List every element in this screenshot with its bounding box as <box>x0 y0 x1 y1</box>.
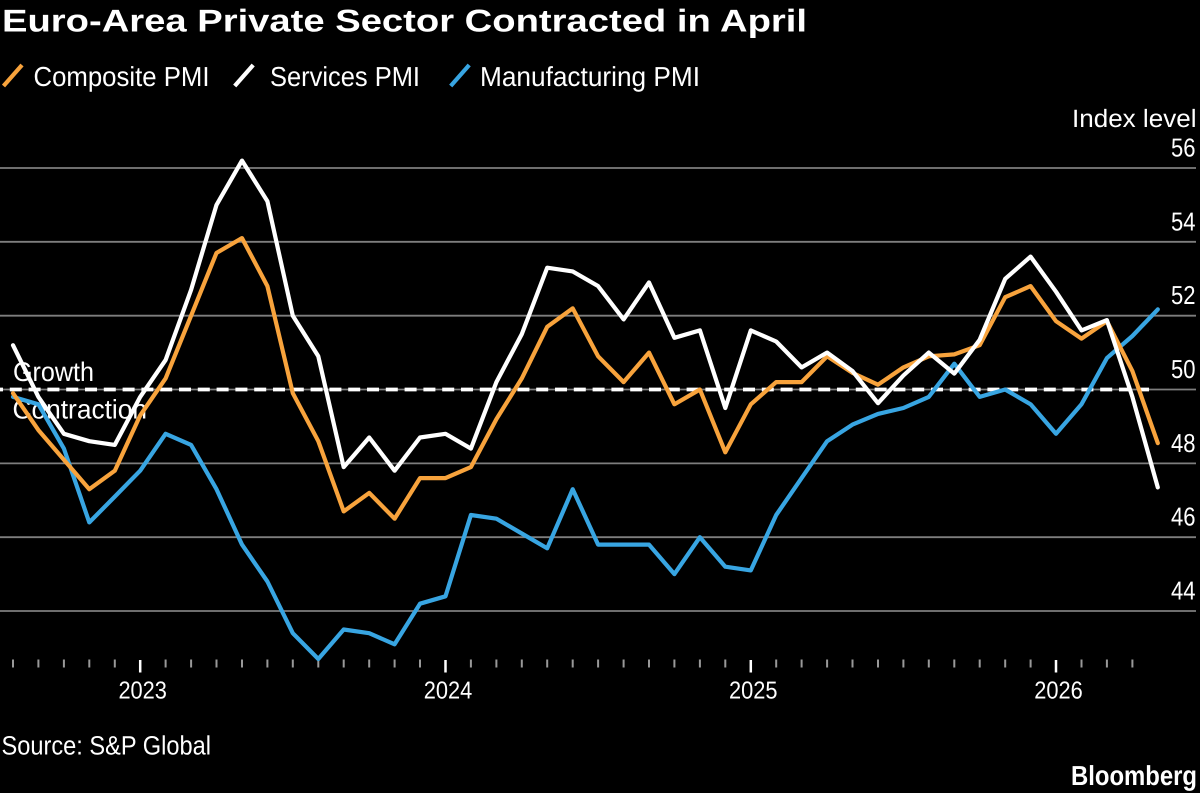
svg-text:2025: 2025 <box>729 678 778 705</box>
svg-text:56: 56 <box>1171 133 1196 163</box>
svg-text:2023: 2023 <box>118 678 167 705</box>
svg-text:Index level: Index level <box>1072 105 1197 133</box>
svg-text:Composite PMI: Composite PMI <box>34 61 210 92</box>
svg-text:48: 48 <box>1171 428 1196 458</box>
svg-text:2026: 2026 <box>1034 678 1083 705</box>
svg-text:Source: S&P Global: Source: S&P Global <box>2 731 212 761</box>
svg-text:2024: 2024 <box>424 678 473 705</box>
svg-text:Services PMI: Services PMI <box>270 61 420 92</box>
svg-text:Bloomberg: Bloomberg <box>1071 760 1197 791</box>
svg-text:54: 54 <box>1171 206 1196 236</box>
svg-text:Euro-Area Private Sector Contr: Euro-Area Private Sector Contracted in A… <box>2 3 807 39</box>
svg-text:Contraction: Contraction <box>13 394 148 424</box>
svg-text:46: 46 <box>1171 502 1196 532</box>
svg-text:50: 50 <box>1171 354 1196 384</box>
svg-text:44: 44 <box>1171 576 1196 606</box>
svg-text:52: 52 <box>1171 280 1196 310</box>
svg-text:Manufacturing PMI: Manufacturing PMI <box>480 61 700 92</box>
